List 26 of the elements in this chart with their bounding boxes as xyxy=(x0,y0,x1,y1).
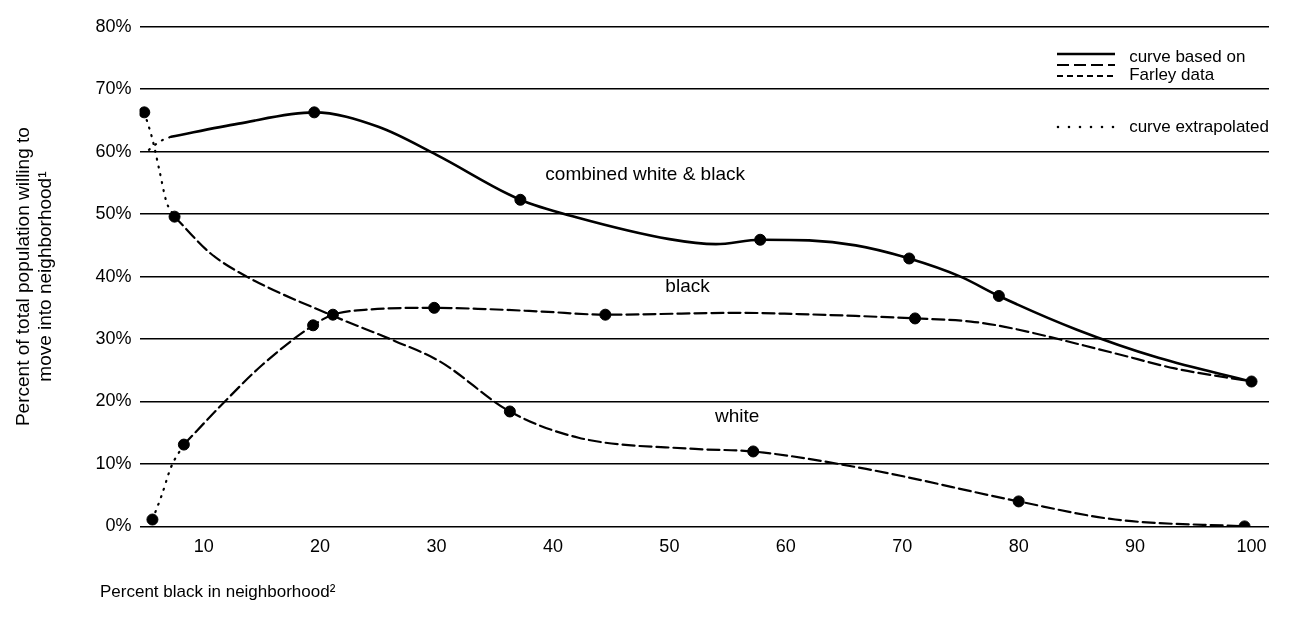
annotation: curve based on Farley data xyxy=(1129,47,1247,84)
y-tick-label: 70% xyxy=(95,78,132,99)
x-tick-label: 30 xyxy=(426,536,447,557)
y-tick-label: 60% xyxy=(95,140,132,161)
x-tick-label: 70 xyxy=(892,536,913,557)
x-tick-label: 80 xyxy=(1008,536,1029,557)
y-tick-label: 10% xyxy=(95,452,132,473)
y-tick-label: 50% xyxy=(95,203,132,224)
x-tick-label: 20 xyxy=(310,536,331,557)
x-tick-label: 40 xyxy=(542,536,563,557)
series-label: combined white & black xyxy=(545,163,746,185)
x-tick-label: 60 xyxy=(775,536,796,557)
x-tick-label: 10 xyxy=(193,536,214,557)
y-tick-label: 0% xyxy=(105,515,132,536)
x-tick-label: 50 xyxy=(659,536,680,557)
y-tick-label: 80% xyxy=(95,15,132,36)
y-tick-label: 40% xyxy=(95,265,132,286)
x-axis-title: Percent black in neighborhood² xyxy=(100,582,336,602)
y-tick-label: 30% xyxy=(95,328,132,349)
y-tick-label: 20% xyxy=(95,390,132,411)
series-label: white xyxy=(714,405,760,427)
y-axis-title: Percent of total population willing to move into neighborhood¹ xyxy=(11,127,56,427)
annotation: curve extrapolated xyxy=(1129,117,1269,136)
series-label: black xyxy=(665,274,711,296)
x-tick-label: 90 xyxy=(1125,536,1146,557)
x-tick-label: 100 xyxy=(1236,536,1267,557)
